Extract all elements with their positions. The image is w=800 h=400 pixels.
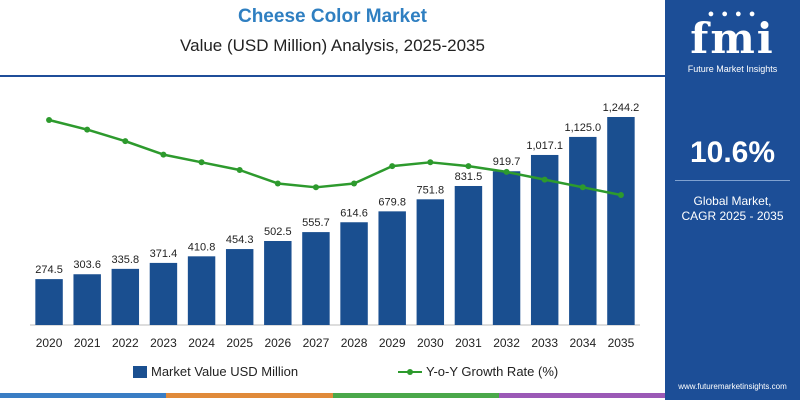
growth-point-2034 [579,184,586,191]
growth-point-2030 [427,159,434,166]
x-tick-2020: 2020 [36,336,63,350]
x-tick-2030: 2030 [417,336,444,350]
growth-point-2032 [503,168,510,175]
x-tick-2031: 2031 [455,336,482,350]
bar-2020 [35,279,63,325]
growth-point-2027 [312,184,319,191]
legend-bar-swatch [133,365,147,378]
legend-item-market-value: Market Value USD Million [133,364,298,379]
bar-2027 [302,232,330,325]
fmi-logo: fmi [690,14,775,63]
data-label-2032: 919.7 [493,156,521,168]
growth-point-2026 [274,180,281,187]
growth-point-2023 [160,151,167,158]
bar-2034 [569,136,597,325]
growth-point-2022 [122,138,129,145]
data-label-2029: 679.8 [378,196,406,208]
data-label-2023: 371.4 [150,248,178,260]
chart-header: Cheese Color Market Value (USD Million) … [0,0,665,75]
data-label-2025: 454.3 [226,234,254,246]
legend-line-label: Y-o-Y Growth Rate (%) [426,364,559,379]
growth-point-2021 [84,126,91,133]
logo-decor-icon: ● ● ● ● [707,8,758,20]
x-tick-2033: 2033 [531,336,558,350]
x-tick-2024: 2024 [188,336,215,350]
growth-point-2033 [541,176,548,183]
growth-point-2025 [236,167,243,173]
data-label-2033: 1,017.1 [526,140,563,152]
bar-2028 [340,222,368,325]
bar-2031 [454,185,483,325]
header-divider [0,75,665,77]
data-label-2030: 751.8 [417,184,445,196]
x-tick-2027: 2027 [303,336,330,350]
growth-point-2029 [389,163,396,170]
data-label-2027: 555.7 [302,217,330,229]
growth-point-2020 [46,117,53,123]
data-label-2035: 1,244.2 [603,102,640,114]
bar-2022 [111,268,140,325]
cagr-label-line1: Global Market, [693,194,772,208]
legend-line-swatch [398,366,422,378]
x-tick-2021: 2021 [74,336,101,350]
growth-point-2024 [198,159,205,166]
strip-segment-3 [332,393,499,398]
market-chart: 274.5 2020 303.6 2021 335.8 2022 371.4 2023 410.… [30,102,640,350]
legend-item-growth-rate: Y-o-Y Growth Rate (%) [398,364,558,379]
strip-segment-2 [166,393,333,398]
x-tick-2034: 2034 [569,336,596,350]
sidebar-panel: ● ● ● ● fmi Future Market Insights 10.6%… [665,0,800,400]
growth-point-2028 [351,180,358,187]
data-label-2024: 410.8 [188,241,216,253]
cagr-label-line2: CAGR 2025 - 2035 [681,209,784,223]
x-tick-2022: 2022 [112,336,139,350]
logo-subtext: Future Market Insights [687,64,778,74]
bar-2023 [149,262,178,325]
bar-2033 [530,154,559,325]
cagr-value: 10.6% [689,136,776,169]
x-tick-2029: 2029 [379,336,406,350]
sidebar-divider [675,180,790,181]
bar-2029 [378,211,406,325]
bar-2035 [607,117,635,325]
bar-2021 [73,274,101,325]
strip-segment-1 [0,393,167,398]
data-label-2022: 335.8 [112,254,140,266]
bottom-color-strip [0,393,665,398]
strip-segment-4 [498,393,665,398]
chart-title: Cheese Color Market [237,6,427,27]
data-label-2028: 614.6 [340,207,368,219]
data-label-2021: 303.6 [73,259,101,271]
growth-rate-line [48,118,622,197]
x-tick-2025: 2025 [226,336,253,350]
chart-subtitle: Value (USD Million) Analysis, 2025-2035 [180,36,485,55]
growth-point-2031 [465,163,472,170]
legend-bar-label: Market Value USD Million [151,364,299,379]
bar-2032 [492,171,521,325]
x-tick-2023: 2023 [150,336,177,350]
x-tick-2035: 2035 [608,336,635,350]
data-label-2034: 1,125.0 [564,122,601,134]
bar-2026 [264,240,292,325]
growth-point-2035 [617,192,624,198]
data-label-2031: 831.5 [455,171,483,183]
x-tick-2032: 2032 [493,336,520,350]
bar-2025 [225,249,254,325]
x-tick-2026: 2026 [264,336,291,350]
chart-legend: Market Value USD Million Y-o-Y Growth Ra… [0,360,665,382]
bar-2024 [187,256,216,325]
data-label-2020: 274.5 [35,264,63,276]
bar-2030 [416,199,445,325]
website-link[interactable]: www.futuremarketinsights.com [678,382,787,391]
data-label-2026: 502.5 [264,226,292,238]
x-tick-2028: 2028 [341,336,368,350]
